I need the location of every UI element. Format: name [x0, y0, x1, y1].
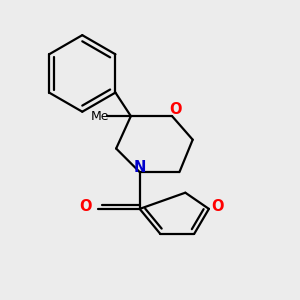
Text: Me: Me	[91, 110, 109, 123]
Text: N: N	[134, 160, 146, 175]
Text: O: O	[169, 102, 182, 117]
Text: O: O	[211, 199, 224, 214]
Text: O: O	[79, 199, 92, 214]
